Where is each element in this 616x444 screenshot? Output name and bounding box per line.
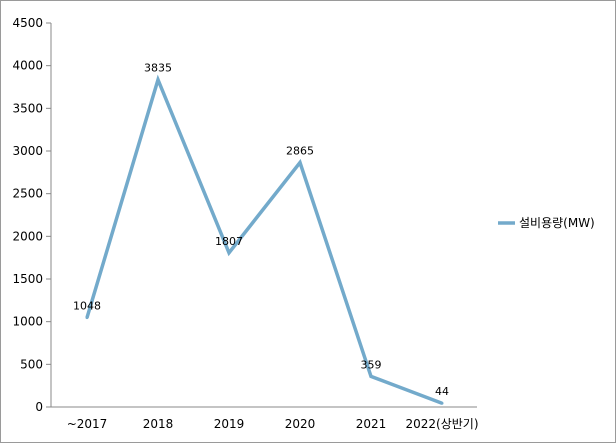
y-tick-label: 2000: [12, 229, 43, 243]
legend-label: 설비용량(MW): [519, 216, 595, 230]
x-tick-label: 2018: [143, 417, 174, 431]
data-point: [369, 374, 373, 378]
y-tick-label: 1500: [12, 272, 43, 286]
data-label: 359: [361, 358, 382, 371]
data-point: [85, 316, 89, 320]
data-point: [440, 401, 444, 405]
data-label: 44: [435, 385, 449, 398]
data-point: [298, 161, 302, 165]
data-label: 1807: [215, 235, 243, 248]
y-tick-label: 0: [35, 400, 43, 414]
data-point: [156, 78, 160, 82]
x-tick-label: 2019: [214, 417, 245, 431]
series-group: 1048 3835 1807 2865 359 44: [73, 62, 449, 405]
y-axis-ticks: 0 500 1000 1500 2000 2500 3000 3500 4000 4500: [12, 16, 51, 414]
y-tick-label: 3500: [12, 101, 43, 115]
data-point: [227, 251, 231, 255]
data-label: 3835: [144, 62, 172, 75]
y-tick-label: 4500: [12, 16, 43, 30]
y-tick-label: 1000: [12, 315, 43, 329]
x-tick-label: 2021: [356, 417, 387, 431]
x-axis-ticks: ~2017 2018 2019 2020 2021 2022(상반기): [67, 417, 479, 431]
y-tick-label: 2500: [12, 187, 43, 201]
y-tick-label: 500: [20, 357, 43, 371]
x-tick-label: 2022(상반기): [405, 417, 478, 431]
legend: 설비용량(MW): [498, 216, 595, 230]
x-tick-label: ~2017: [67, 417, 108, 431]
x-tick-label: 2020: [285, 417, 316, 431]
y-tick-label: 4000: [12, 59, 43, 73]
data-label: 2865: [286, 145, 314, 158]
series-line: [85, 74, 443, 405]
data-label: 1048: [73, 300, 101, 313]
y-tick-label: 3000: [12, 144, 43, 158]
